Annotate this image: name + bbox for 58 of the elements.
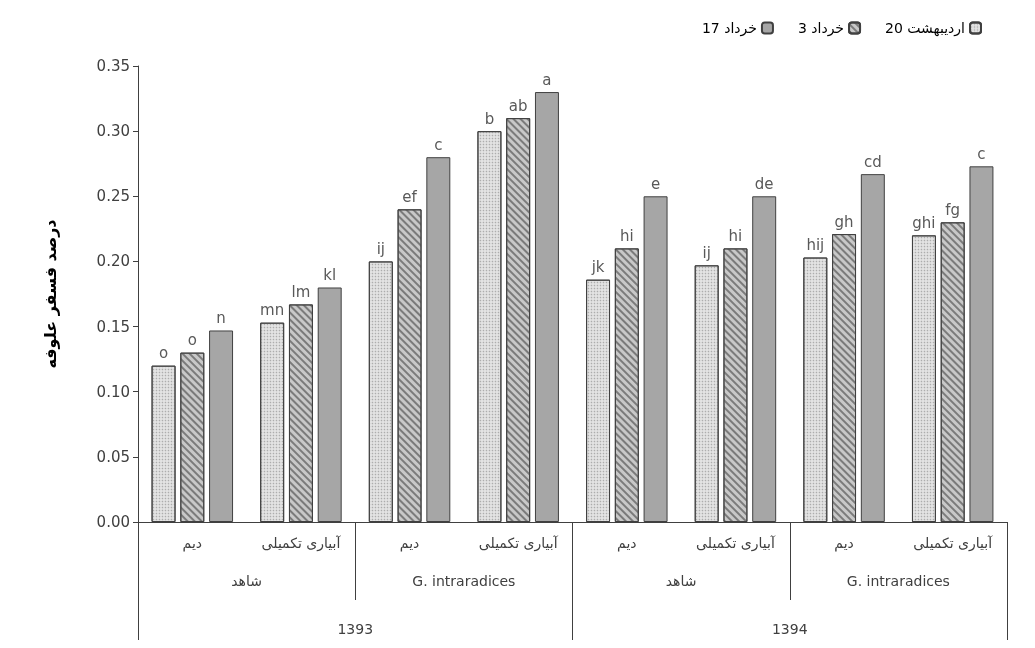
data-label: hi	[728, 226, 743, 245]
bar	[752, 196, 777, 522]
data-label: mn	[260, 301, 285, 320]
x-tick-label: دیم	[834, 535, 854, 552]
data-label: lm	[291, 282, 311, 301]
x-tick-label: آبیاری تکمیلی	[478, 535, 559, 552]
y-tick-label: 0.10	[96, 382, 130, 401]
data-label: hi	[619, 226, 634, 245]
y-tick-label: 0.35	[96, 57, 130, 75]
y-tick-label: 0.25	[96, 187, 130, 206]
data-label: b	[484, 109, 495, 128]
data-label: a	[542, 70, 552, 89]
y-tick-label: 0.00	[96, 513, 130, 531]
y-tick-label: 0.05	[96, 447, 130, 466]
bar	[860, 174, 885, 522]
data-label: e	[650, 174, 661, 193]
data-label: n	[216, 308, 226, 327]
x-tick-label: آبیاری تکمیلی	[261, 535, 342, 552]
x-tick-label: آبیاری تکمیلی	[696, 535, 776, 552]
data-label: ghi	[912, 213, 936, 232]
data-label: o	[158, 344, 169, 363]
data-label: ij	[376, 239, 385, 258]
bar	[426, 157, 451, 522]
data-label: c	[434, 135, 443, 154]
legend-label: 17 خرداد	[701, 20, 757, 37]
text: G. intraradices	[412, 573, 516, 589]
y-axis-title: درصد فسفر علوفه	[40, 219, 60, 369]
data-label: c	[977, 144, 986, 163]
data-label: kl	[323, 265, 337, 284]
data-label: cd	[863, 152, 882, 171]
data-label: ef	[402, 187, 418, 206]
x-tick-label: دیم	[182, 535, 203, 552]
data-label: o	[187, 331, 197, 350]
data-label: fg	[945, 200, 961, 219]
x-tick-label: آبیاری تکمیلی	[913, 535, 994, 552]
bar	[643, 196, 668, 522]
text: شاهد	[665, 573, 697, 589]
y-tick-label: 0.15	[96, 317, 130, 336]
data-label: hij	[806, 236, 825, 255]
x-tick-label: دیم	[617, 535, 637, 552]
text: شاهد	[231, 573, 262, 589]
text: 1394	[771, 621, 808, 637]
bar	[209, 330, 234, 522]
bar	[969, 166, 994, 522]
legend-label: 20 اردیبهشت	[885, 20, 965, 37]
text: 1393	[337, 621, 374, 637]
data-label: de	[754, 174, 774, 193]
data-label: jk	[590, 258, 605, 277]
x-tick-label: دیم	[399, 535, 420, 552]
y-tick-label: 0.20	[96, 252, 130, 271]
legend-label: 3 خرداد	[797, 20, 845, 37]
data-label: ij	[702, 243, 711, 262]
data-label: ab	[508, 96, 528, 115]
y-tick-label: 0.30	[96, 122, 130, 141]
text: G. intraradices	[846, 573, 950, 589]
data-label: gh	[834, 212, 854, 231]
bar	[534, 92, 559, 522]
bar	[317, 287, 342, 522]
